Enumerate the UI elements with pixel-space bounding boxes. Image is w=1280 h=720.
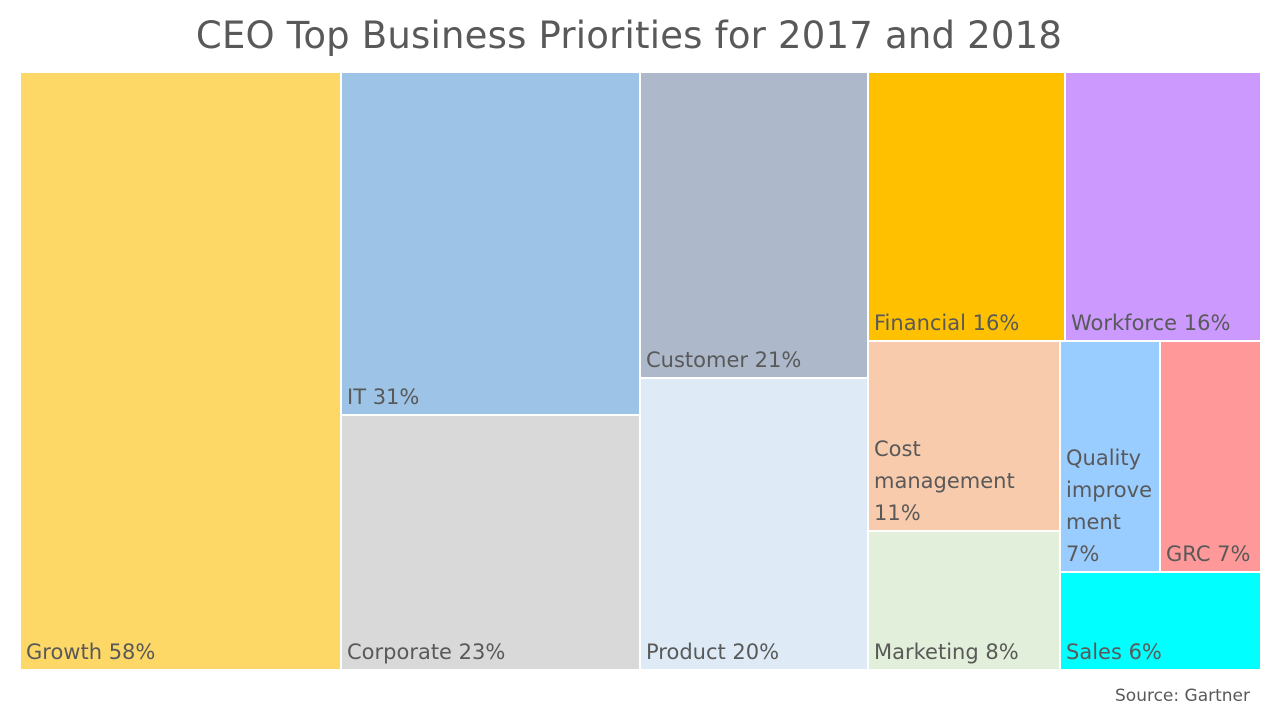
tile-label-financial: Financial 16% — [874, 311, 1019, 335]
tile-sales: Sales 6% — [1059, 571, 1262, 671]
tile-rect-cost-management — [867, 340, 1061, 532]
chart-title: CEO Top Business Priorities for 2017 and… — [195, 14, 1063, 57]
tile-label-grc: GRC 7% — [1166, 542, 1250, 566]
tile-label-product: Product 20% — [646, 640, 779, 664]
tile-label-line: management — [874, 469, 1015, 493]
tile-label-sales: Sales 6% — [1066, 640, 1162, 664]
tile-label-cost-management: Cost management 11% — [874, 437, 1015, 525]
tile-label-line: Customer 21% — [646, 348, 801, 372]
tile-rect-workforce — [1064, 71, 1262, 342]
tile-label-line: Financial 16% — [874, 311, 1019, 335]
tile-rect-product — [639, 377, 869, 671]
tile-financial: Financial 16% — [867, 71, 1066, 342]
tile-cost-management: Cost management 11% — [867, 340, 1061, 532]
source-note: Source: Gartner — [1115, 686, 1250, 706]
tile-quality-improvement: Quality improve ment 7% — [1059, 340, 1161, 573]
tile-label-line: Sales 6% — [1066, 640, 1162, 664]
tile-marketing: Marketing 8% — [867, 530, 1061, 671]
tile-rect-quality-improvement — [1059, 340, 1161, 573]
tile-label-it: IT 31% — [347, 385, 419, 409]
tile-rect-it — [340, 71, 641, 416]
tile-customer: Customer 21% — [639, 71, 869, 379]
tile-label-line: Marketing 8% — [874, 640, 1019, 664]
tile-rect-financial — [867, 71, 1066, 342]
tile-growth: Growth 58% — [19, 71, 342, 671]
tile-rect-growth — [19, 71, 342, 671]
tile-label-line: Workforce 16% — [1071, 311, 1230, 335]
tile-label-marketing: Marketing 8% — [874, 640, 1019, 664]
tile-label-customer: Customer 21% — [646, 348, 801, 372]
tile-label-line: improve — [1066, 478, 1152, 502]
tile-product: Product 20% — [639, 377, 869, 671]
tile-label-quality-improvement: Quality improve ment 7% — [1066, 446, 1152, 566]
tile-label-line: Growth 58% — [26, 640, 155, 664]
tile-it: IT 31% — [340, 71, 641, 416]
tile-grc: GRC 7% — [1159, 340, 1262, 573]
tile-rect-sales — [1059, 571, 1262, 671]
tile-label-line: 7% — [1066, 542, 1099, 566]
tile-rect-corporate — [340, 414, 641, 671]
tile-label-line: Cost — [874, 437, 921, 461]
tile-rect-marketing — [867, 530, 1061, 671]
tile-label-workforce: Workforce 16% — [1071, 311, 1230, 335]
tile-rect-customer — [639, 71, 869, 379]
tile-label-line: Corporate 23% — [347, 640, 505, 664]
tile-label-growth: Growth 58% — [26, 640, 155, 664]
tile-rect-grc — [1159, 340, 1262, 573]
tile-label-line: IT 31% — [347, 385, 419, 409]
tile-label-line: 11% — [874, 501, 921, 525]
tile-label-line: Quality — [1066, 446, 1141, 470]
tile-label-line: Product 20% — [646, 640, 779, 664]
tile-label-line: ment — [1066, 510, 1121, 534]
tile-corporate: Corporate 23% — [340, 414, 641, 671]
tile-label-line: GRC 7% — [1166, 542, 1250, 566]
tile-workforce: Workforce 16% — [1064, 71, 1262, 342]
tile-label-corporate: Corporate 23% — [347, 640, 505, 664]
